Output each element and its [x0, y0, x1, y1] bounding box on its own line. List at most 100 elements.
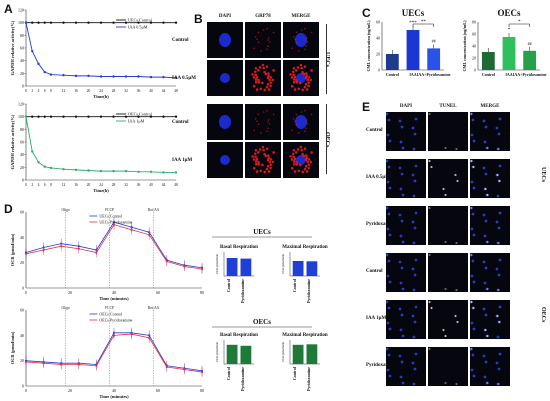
- nucleus: [398, 260, 402, 264]
- grp78-signal: [296, 66, 300, 69]
- micrograph-cell: [283, 60, 319, 96]
- grp78-signal: [267, 37, 270, 39]
- grp78-signal: [292, 155, 295, 159]
- grp78-signal: [266, 164, 270, 168]
- injection-label: Oligo: [62, 306, 70, 310]
- nucleus: [400, 266, 404, 270]
- group-title: UECs: [253, 228, 271, 236]
- grp78-signal: [297, 49, 300, 52]
- nucleus: [414, 352, 418, 356]
- grp78-signal: [307, 158, 311, 161]
- x-tick-label: Control: [226, 278, 231, 292]
- bar: [226, 258, 238, 276]
- y-tick-label: 20: [20, 358, 24, 363]
- x-tick-label: 0: [25, 89, 27, 93]
- panel-label-c: C: [362, 6, 371, 20]
- nucleus: [472, 374, 476, 378]
- grp78-signal: [306, 78, 310, 82]
- data-point: [174, 76, 178, 79]
- x-tick-label: 36: [137, 183, 141, 187]
- x-tick-label: 20: [68, 290, 72, 295]
- panel-e-col-header: DAPI: [399, 104, 413, 109]
- nucleus: [471, 353, 475, 357]
- micrograph-cell: [207, 22, 243, 58]
- tunel-signal: [428, 253, 431, 257]
- y-tick-label: 0: [378, 68, 380, 73]
- x-tick-label: 16: [74, 89, 78, 93]
- tunel-signal: [455, 241, 458, 245]
- tunel-signal: [430, 306, 433, 310]
- data-point: [124, 21, 128, 24]
- nucleus: [388, 233, 392, 237]
- grp78-signal: [303, 85, 307, 89]
- grp78-signal: [297, 169, 301, 173]
- grp78-signal: [272, 151, 275, 154]
- grp78-signal: [309, 78, 313, 82]
- y-axis-label: CML concentration (ng/mL): [462, 20, 467, 72]
- nucleus: [484, 219, 488, 223]
- data-point: [162, 21, 165, 24]
- bar: [240, 258, 252, 276]
- grp78-signal: [266, 76, 270, 80]
- grp78-signal: [305, 119, 308, 121]
- grp78-signal: [293, 88, 297, 91]
- nucleus: [412, 288, 416, 292]
- x-tick-label: Pyridoxamine: [306, 367, 311, 391]
- nucleus: [295, 33, 307, 47]
- nucleus: [387, 259, 391, 263]
- grp78-signal: [269, 76, 273, 79]
- tunel-signal: [456, 320, 459, 324]
- grp78-signal: [295, 79, 298, 82]
- y-axis-label: OCR (pmol/min): [215, 254, 219, 275]
- grp78-signal: [294, 120, 296, 122]
- nucleus: [399, 375, 403, 379]
- data-point: [112, 223, 116, 226]
- tunel-signal: [444, 334, 447, 338]
- grp78-signal: [251, 155, 254, 158]
- grp78-signal: [292, 162, 296, 166]
- grp78-signal: [259, 49, 262, 52]
- nucleus: [472, 139, 476, 143]
- data-point: [174, 21, 178, 24]
- legend-entry: UECs Control: [128, 18, 153, 23]
- nucleus: [219, 33, 231, 47]
- nucleus: [388, 186, 392, 190]
- nucleus: [401, 146, 405, 150]
- micrograph-cell: [245, 104, 281, 140]
- nucleus: [484, 313, 488, 317]
- tunel-signal: [428, 300, 431, 304]
- injection-label: Rot/AA: [148, 306, 160, 310]
- data-point: [37, 115, 40, 118]
- tunel-signal: [455, 147, 458, 151]
- nucleus: [386, 321, 390, 325]
- injection-label: Rot/AA: [148, 208, 160, 212]
- grp78-signal: [257, 163, 261, 166]
- panel-e-row-label: IAA 0.5μM: [366, 175, 390, 180]
- nucleus: [413, 320, 417, 324]
- grp78-signal: [295, 31, 298, 34]
- nucleus: [386, 300, 389, 304]
- nucleus: [388, 139, 392, 143]
- data-point: [62, 21, 65, 24]
- grp78-signal: [304, 48, 306, 50]
- grp78-signal: [259, 169, 263, 173]
- grp78-signal: [292, 148, 296, 152]
- tunel-signal: [486, 287, 489, 291]
- nucleus: [413, 367, 417, 371]
- grp78-signal: [262, 111, 265, 113]
- data-point: [95, 251, 98, 254]
- x-tick-label: 28: [112, 183, 116, 187]
- tunel-signal: [486, 381, 489, 385]
- grp78-signal: [301, 88, 305, 92]
- grp78-signal: [261, 163, 264, 167]
- tunel-signal: [455, 288, 458, 292]
- nucleus: [471, 118, 475, 122]
- grp78-signal: [269, 158, 273, 161]
- nucleus: [413, 179, 417, 183]
- grp78-signal: [297, 131, 300, 134]
- grp78-signal: [253, 47, 256, 49]
- significance-mark: *: [508, 28, 511, 33]
- nucleus: [388, 280, 392, 284]
- nucleus: [400, 313, 404, 317]
